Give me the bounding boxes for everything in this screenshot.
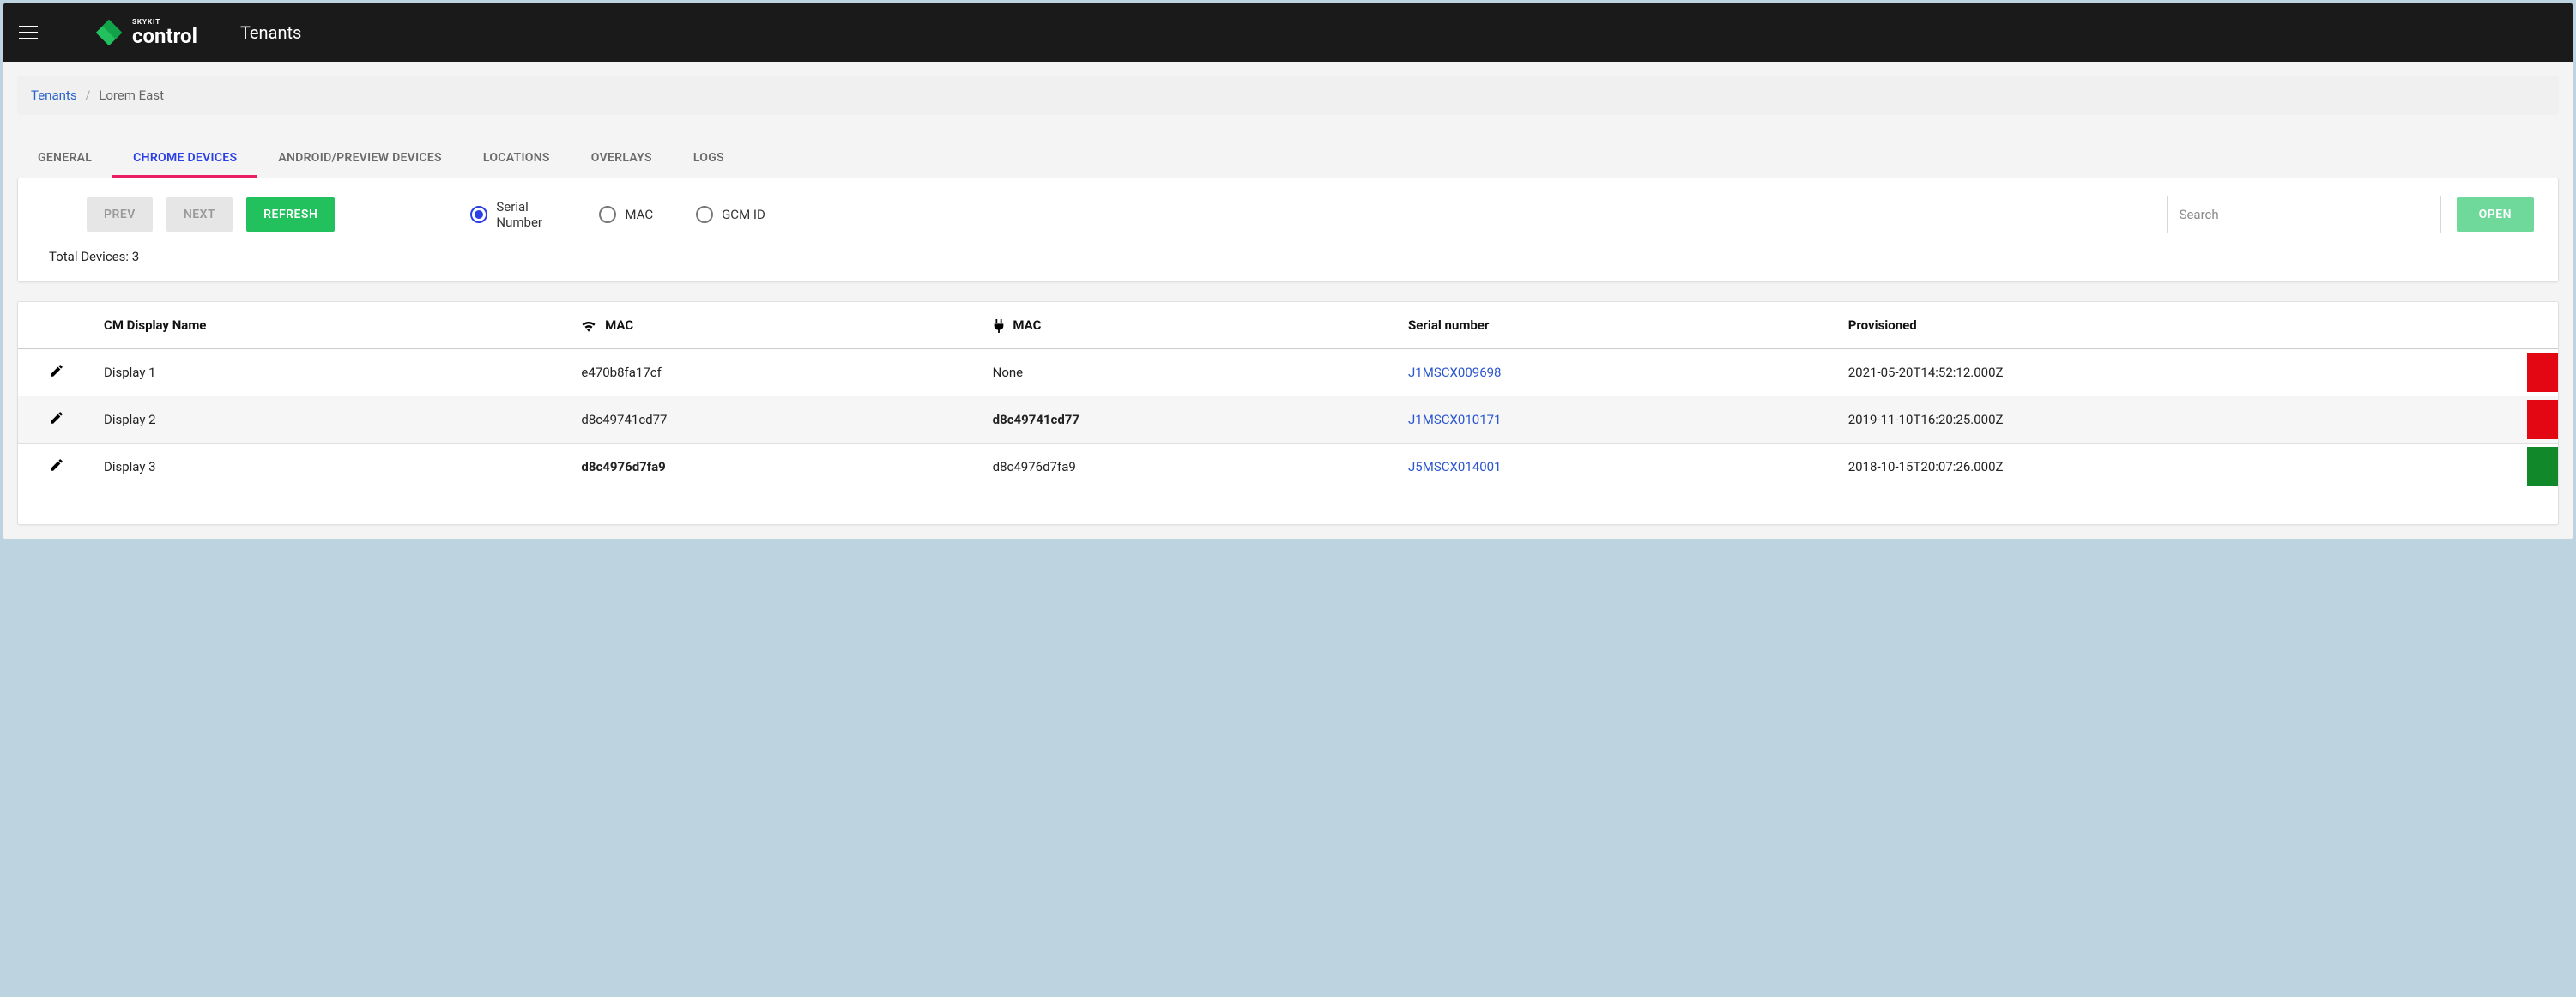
- cell-wifi-mac: e470b8fa17cf: [572, 349, 983, 396]
- cell-provisioned: 2019-11-10T16:20:25.000Z: [1840, 396, 2527, 444]
- edit-icon: [49, 410, 64, 426]
- col-provisioned: Provisioned: [1840, 302, 2527, 349]
- cell-serial-link[interactable]: J5MSCX014001: [1400, 444, 1840, 491]
- edit-icon: [49, 457, 64, 473]
- radio-indicator: [599, 206, 616, 223]
- prev-button[interactable]: PREV: [87, 197, 153, 232]
- radio-indicator: [696, 206, 713, 223]
- search-input[interactable]: [2167, 196, 2441, 233]
- table-row: Display 3d8c4976d7fa9d8c4976d7fa9J5MSCX0…: [18, 444, 2558, 491]
- brand-logo[interactable]: SKYKIT control: [94, 18, 197, 47]
- tabs: GENERALCHROME DEVICESANDROID/PREVIEW DEV…: [17, 141, 2559, 178]
- radio-mac[interactable]: MAC: [599, 206, 653, 223]
- cell-provisioned: 2021-05-20T14:52:12.000Z: [1840, 349, 2527, 396]
- edit-button[interactable]: [18, 396, 95, 444]
- cell-display-name: Display 3: [95, 444, 572, 491]
- col-edit: [18, 302, 95, 349]
- plug-icon: [993, 319, 1005, 333]
- open-button[interactable]: OPEN: [2457, 197, 2534, 232]
- tab-locations[interactable]: LOCATIONS: [463, 141, 571, 178]
- tab-android-preview-devices[interactable]: ANDROID/PREVIEW DEVICES: [257, 141, 463, 178]
- app-bar: SKYKIT control Tenants: [3, 3, 2573, 62]
- tab-overlays[interactable]: OVERLAYS: [571, 141, 673, 178]
- hamburger-menu-icon[interactable]: [19, 21, 43, 45]
- edit-icon: [49, 363, 64, 378]
- cell-serial-link[interactable]: J1MSCX009698: [1400, 349, 1840, 396]
- cell-eth-mac: d8c49741cd77: [984, 396, 1400, 444]
- cell-display-name: Display 1: [95, 349, 572, 396]
- radio-indicator: [470, 206, 487, 223]
- col-wifi-mac: MAC: [572, 302, 983, 349]
- devices-table: CM Display Name MAC MAC: [18, 302, 2558, 490]
- devices-table-card: CM Display Name MAC MAC: [17, 301, 2559, 525]
- status-indicator: [2527, 447, 2558, 486]
- cell-status: [2527, 444, 2558, 491]
- total-devices-label: Total Devices: 3: [49, 249, 2534, 264]
- brand-big-text: control: [132, 26, 197, 46]
- radio-label: MAC: [625, 207, 653, 222]
- radio-label: Serial Number: [496, 199, 556, 230]
- edit-button[interactable]: [18, 349, 95, 396]
- radio-serial-number[interactable]: Serial Number: [470, 199, 556, 230]
- col-display-name: CM Display Name: [95, 302, 572, 349]
- tab-general[interactable]: GENERAL: [17, 141, 112, 178]
- col-serial: Serial number: [1400, 302, 1840, 349]
- status-indicator: [2527, 353, 2558, 392]
- tab-logs[interactable]: LOGS: [673, 141, 745, 178]
- filter-radio-group: Serial Number MAC GCM ID: [470, 199, 2150, 230]
- table-row: Display 1e470b8fa17cfNoneJ1MSCX009698202…: [18, 349, 2558, 396]
- cell-status: [2527, 396, 2558, 444]
- breadcrumb-current: Lorem East: [99, 88, 164, 103]
- tab-chrome-devices[interactable]: CHROME DEVICES: [112, 141, 257, 178]
- table-row: Display 2d8c49741cd77d8c49741cd77J1MSCX0…: [18, 396, 2558, 444]
- status-indicator: [2527, 400, 2558, 439]
- cell-display-name: Display 2: [95, 396, 572, 444]
- breadcrumb: Tenants / Lorem East: [17, 76, 2559, 115]
- breadcrumb-separator: /: [85, 88, 90, 103]
- toolbar-card: PREV NEXT REFRESH Serial Number MAC GCM ID…: [17, 178, 2559, 282]
- breadcrumb-root-link[interactable]: Tenants: [31, 88, 77, 103]
- logo-icon: [94, 18, 124, 47]
- radio-gcm-id[interactable]: GCM ID: [696, 206, 765, 223]
- cell-eth-mac: None: [984, 349, 1400, 396]
- radio-label: GCM ID: [722, 207, 765, 222]
- cell-provisioned: 2018-10-15T20:07:26.000Z: [1840, 444, 2527, 491]
- cell-status: [2527, 349, 2558, 396]
- page-title: Tenants: [240, 22, 301, 43]
- cell-serial-link[interactable]: J1MSCX010171: [1400, 396, 1840, 444]
- edit-button[interactable]: [18, 444, 95, 491]
- col-eth-mac: MAC: [984, 302, 1400, 349]
- cell-wifi-mac: d8c49741cd77: [572, 396, 983, 444]
- cell-wifi-mac: d8c4976d7fa9: [572, 444, 983, 491]
- wifi-icon: [581, 320, 596, 332]
- refresh-button[interactable]: REFRESH: [246, 197, 335, 232]
- col-status: [2527, 302, 2558, 349]
- next-button[interactable]: NEXT: [166, 197, 233, 232]
- cell-eth-mac: d8c4976d7fa9: [984, 444, 1400, 491]
